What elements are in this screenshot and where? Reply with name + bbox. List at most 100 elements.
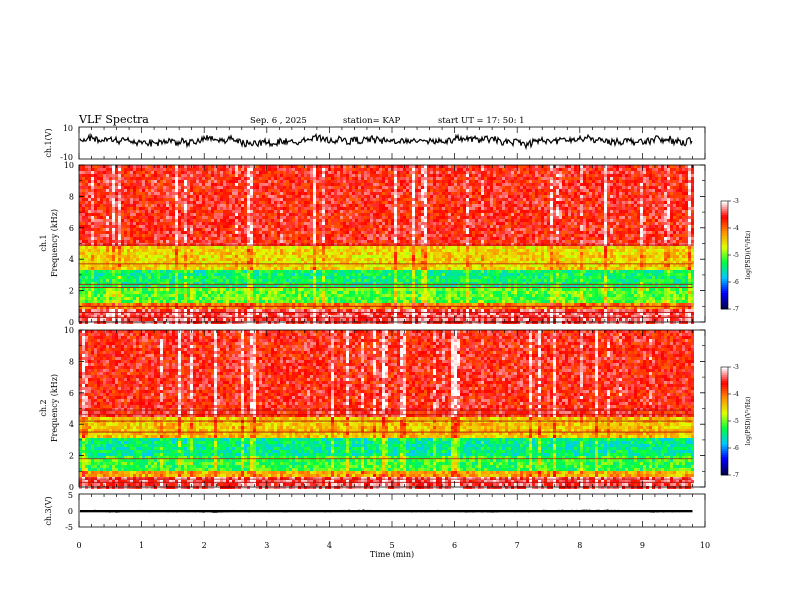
spectrogram-cell (187, 249, 190, 252)
spectrogram-cell (295, 282, 298, 285)
spectrogram-cell (277, 288, 280, 291)
spectrogram-cell (286, 168, 289, 171)
spectrogram-cell (316, 258, 319, 261)
spectrogram-cell (148, 183, 151, 186)
spectrogram-cell (325, 207, 328, 210)
spectrogram-cell (307, 183, 310, 186)
spectrogram-cell (355, 198, 358, 201)
spectrogram-cell (259, 168, 262, 171)
spectrogram-cell (157, 264, 160, 267)
spectrogram-cell (229, 177, 232, 180)
spectrogram-cell (175, 225, 178, 228)
spectrogram-cell (310, 312, 313, 315)
spectrogram-cell (277, 249, 280, 252)
spectrogram-cell (265, 240, 268, 243)
spectrogram-cell (322, 189, 325, 192)
spectrogram-cell (358, 240, 361, 243)
spectrogram-cell (175, 306, 178, 309)
spectrogram-cell (322, 297, 325, 300)
spectrogram-cell (328, 294, 331, 297)
spectrogram-cell (232, 207, 235, 210)
spectrogram-cell (253, 264, 256, 267)
spectrogram-cell (274, 297, 277, 300)
spectrogram-cell (193, 198, 196, 201)
spectrogram-cell (262, 309, 265, 312)
spectrogram-cell (352, 213, 355, 216)
spectrogram-cell (124, 264, 127, 267)
spectrogram-cell (304, 306, 307, 309)
spectrogram-cell (154, 267, 157, 270)
spectrogram-cell (193, 297, 196, 300)
spectrogram-cell (286, 309, 289, 312)
spectrogram-cell (133, 174, 136, 177)
spectrogram-cell (115, 174, 118, 177)
spectrogram-cell (130, 186, 133, 189)
spectrogram-cell (160, 243, 163, 246)
spectrogram-cell (118, 234, 121, 237)
spectrogram-cell (115, 282, 118, 285)
spectrogram-cell (343, 237, 346, 240)
spectrogram-cell (322, 168, 325, 171)
spectrogram-cell (337, 177, 340, 180)
spectrogram-cell (79, 231, 82, 234)
spectrogram-cell (109, 255, 112, 258)
spectrogram-cell (229, 273, 232, 276)
spectrogram-cell (349, 243, 352, 246)
spectrogram-cell (349, 252, 352, 255)
spectrogram-cell (190, 321, 193, 324)
spectrogram-cell (151, 180, 154, 183)
spectrogram-cell (343, 291, 346, 294)
spectrogram-cell (136, 300, 139, 303)
spectrogram-cell (82, 183, 85, 186)
spectrogram-cell (268, 282, 271, 285)
spectrogram-cell (352, 180, 355, 183)
spectrogram-cell (316, 309, 319, 312)
spectrogram-cell (214, 258, 217, 261)
spectrogram-cell (358, 231, 361, 234)
spectrogram-cell (259, 213, 262, 216)
spectrogram-cell (352, 285, 355, 288)
spectrogram-cell (229, 318, 232, 321)
spectrogram-cell (85, 246, 88, 249)
spectrogram-cell (328, 264, 331, 267)
spectrogram-cell (184, 192, 187, 195)
spectrogram-cell (127, 210, 130, 213)
spectrogram-cell (247, 291, 250, 294)
spectrogram-cell (358, 321, 361, 324)
spectrogram-cell (160, 198, 163, 201)
spectrogram-cell (280, 177, 283, 180)
spectrogram-cell (190, 255, 193, 258)
spectrogram-cell (103, 321, 106, 324)
spectrogram-cell (211, 165, 214, 168)
spectrogram-cell (319, 195, 322, 198)
spectrogram-cell (328, 228, 331, 231)
spectrogram-cell (202, 309, 205, 312)
spectrogram-cell (85, 282, 88, 285)
spectrogram-cell (328, 276, 331, 279)
spectrogram-cell (343, 228, 346, 231)
spectrogram-cell (196, 300, 199, 303)
spectrogram-cell (154, 321, 157, 324)
spectrogram-cell (259, 225, 262, 228)
spectrogram-cell (313, 177, 316, 180)
spectrogram-cell (157, 291, 160, 294)
spectrogram-cell (145, 312, 148, 315)
spectrogram-cell (343, 225, 346, 228)
spectrogram-cell (79, 201, 82, 204)
spectrogram-cell (82, 222, 85, 225)
spectrogram-cell (346, 321, 349, 324)
spectrogram-cell (172, 276, 175, 279)
spectrogram-cell (217, 255, 220, 258)
spectrogram-cell (109, 168, 112, 171)
spectrogram-cell (292, 189, 295, 192)
spectrogram-cell (181, 315, 184, 318)
spectrogram-cell (310, 177, 313, 180)
spectrogram-cell (88, 312, 91, 315)
spectrogram-cell (250, 198, 253, 201)
spectrogram-cell (343, 261, 346, 264)
spectrogram-cell (94, 231, 97, 234)
spectrogram-cell (214, 240, 217, 243)
spectrogram-cell (88, 183, 91, 186)
spectrogram-cell (100, 243, 103, 246)
spectrogram-cell (250, 315, 253, 318)
